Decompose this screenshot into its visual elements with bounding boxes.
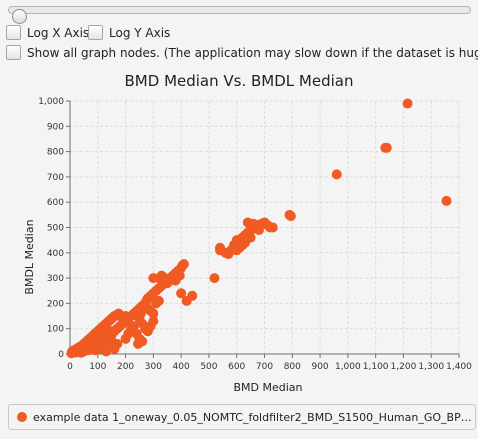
x-tick-label: 1,100 — [363, 362, 389, 372]
chart-title: BMD Median Vs. BMDL Median — [125, 72, 354, 90]
data-point — [215, 245, 226, 256]
log-y-axis-label: Log Y Axis — [109, 25, 171, 40]
log-x-axis-label: Log X Axis — [27, 25, 90, 40]
y-axis-label: BMDL Median — [23, 219, 36, 294]
data-point — [285, 211, 296, 222]
data-point — [228, 242, 239, 253]
y-tick-label: 1,000 — [38, 97, 64, 107]
x-tick-label: 200 — [117, 362, 134, 372]
scatter-chart: BMD Median Vs. BMDL Median 0 100 200 300 400… — [23, 72, 472, 394]
data-point — [245, 232, 256, 243]
data-point — [441, 195, 452, 206]
log-x-axis-option[interactable]: Log X Axis — [6, 25, 89, 40]
data-point — [148, 308, 159, 319]
data-point — [106, 326, 117, 337]
data-point — [101, 346, 112, 357]
data-point — [402, 98, 413, 109]
y-tick-label: 300 — [47, 274, 64, 284]
data-point — [178, 259, 189, 270]
slider-track[interactable] — [8, 6, 471, 24]
x-tick-label: 1,400 — [446, 362, 472, 372]
x-tick-label: 800 — [284, 362, 301, 372]
x-tick-label: 300 — [145, 362, 162, 372]
show-all-nodes-checkbox[interactable] — [6, 45, 21, 60]
data-point — [137, 336, 148, 347]
data-point — [267, 222, 278, 233]
y-tick-label: 100 — [47, 325, 64, 335]
show-all-nodes-option[interactable]: Show all graph nodes. (The application m… — [6, 45, 478, 60]
x-tick-label: 0 — [67, 362, 73, 372]
y-tick-label: 500 — [47, 224, 64, 234]
data-point — [253, 225, 264, 236]
x-tick-label: 400 — [173, 362, 190, 372]
y-tick-label: 0 — [58, 350, 64, 360]
data-point — [176, 288, 187, 299]
log-y-axis-option[interactable]: Log Y Axis — [88, 25, 170, 40]
x-tick-label: 900 — [311, 362, 328, 372]
legend-marker — [17, 412, 27, 422]
y-tick-label: 800 — [47, 148, 64, 158]
data-point — [174, 270, 185, 281]
y-tick-label: 400 — [47, 249, 64, 259]
y-tick-label: 600 — [47, 198, 64, 208]
data-point — [128, 321, 139, 332]
data-point — [153, 295, 164, 306]
axes — [66, 100, 460, 358]
data-points — [66, 98, 452, 359]
x-tick-label: 500 — [200, 362, 217, 372]
data-point — [187, 290, 198, 301]
y-tick-labels: 0 100 200 300 400 500 600 700 800 900 1,000 — [38, 97, 64, 360]
x-tick-label: 1,200 — [391, 362, 417, 372]
slider-thumb[interactable] — [12, 9, 27, 24]
show-all-nodes-label: Show all graph nodes. (The application m… — [27, 45, 478, 60]
data-point — [112, 338, 123, 349]
data-point — [381, 142, 392, 153]
x-tick-label: 1,300 — [418, 362, 444, 372]
data-point — [331, 169, 342, 180]
legend-series-label: example data 1_oneway_0.05_NOMTC_foldfil… — [33, 410, 473, 424]
y-tick-label: 200 — [47, 299, 64, 309]
data-point — [209, 273, 220, 284]
grid-lines — [70, 100, 460, 354]
y-tick-label: 700 — [47, 173, 64, 183]
data-point — [103, 333, 114, 344]
data-point — [148, 316, 159, 327]
log-x-axis-checkbox[interactable] — [6, 25, 21, 40]
x-tick-labels: 0 100 200 300 400 500 600 700 800 900 1,000 1,100 1,… — [67, 362, 472, 372]
y-tick-label: 900 — [47, 122, 64, 132]
chart-legend: example data 1_oneway_0.05_NOMTC_foldfil… — [8, 404, 476, 430]
x-tick-label: 100 — [89, 362, 106, 372]
x-tick-label: 1,000 — [335, 362, 361, 372]
log-y-axis-checkbox[interactable] — [88, 25, 103, 40]
x-tick-label: 700 — [256, 362, 273, 372]
x-tick-label: 600 — [228, 362, 245, 372]
x-axis-label: BMD Median — [233, 381, 302, 394]
